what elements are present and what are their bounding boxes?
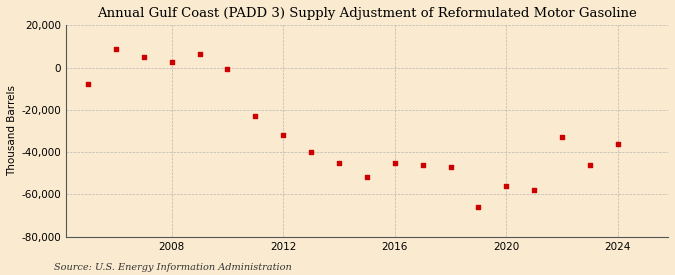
Point: [278, 133, 289, 138]
Point: [417, 163, 428, 167]
Point: [585, 163, 595, 167]
Point: [557, 135, 568, 139]
Point: [250, 114, 261, 118]
Point: [138, 55, 149, 59]
Point: [333, 161, 344, 165]
Point: [389, 161, 400, 165]
Title: Annual Gulf Coast (PADD 3) Supply Adjustment of Reformulated Motor Gasoline: Annual Gulf Coast (PADD 3) Supply Adjust…: [97, 7, 637, 20]
Point: [222, 67, 233, 71]
Y-axis label: Thousand Barrels: Thousand Barrels: [7, 86, 17, 177]
Point: [612, 141, 623, 146]
Point: [501, 184, 512, 188]
Point: [529, 188, 539, 192]
Point: [445, 165, 456, 169]
Point: [362, 175, 373, 180]
Point: [473, 205, 484, 209]
Text: Source: U.S. Energy Information Administration: Source: U.S. Energy Information Administ…: [54, 263, 292, 272]
Point: [306, 150, 317, 154]
Point: [166, 60, 177, 64]
Point: [82, 82, 93, 87]
Point: [111, 46, 122, 51]
Point: [194, 52, 205, 56]
